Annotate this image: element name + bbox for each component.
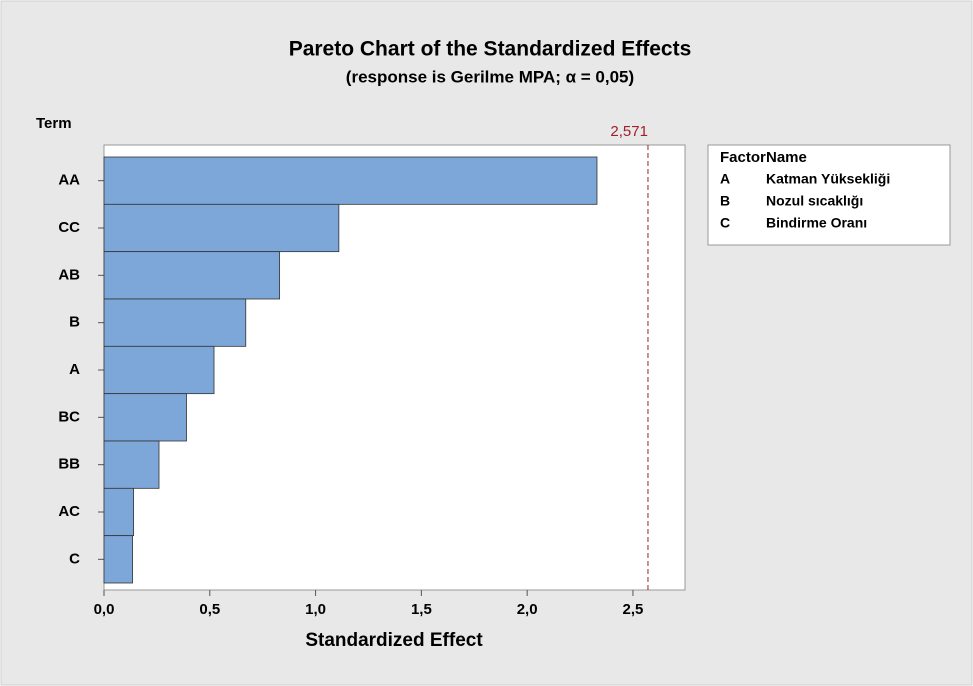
table-cell: A (720, 171, 730, 187)
x-tick-label: 2,5 (623, 601, 644, 618)
y-axis-label: Term (36, 115, 72, 132)
chart-subtitle: (response is Gerilme MPA; α = 0,05) (346, 67, 634, 86)
reference-label: 2,571 (610, 123, 648, 140)
x-tick-label: 0,0 (94, 601, 115, 618)
y-tick-label: BB (58, 456, 80, 473)
y-tick-label: C (69, 550, 80, 567)
y-tick-label: AB (58, 266, 80, 283)
bar (103, 203, 340, 253)
bar (103, 298, 247, 347)
bar (103, 440, 160, 489)
bar (103, 535, 133, 584)
y-tick-label: AA (58, 172, 80, 189)
y-tick-label: A (69, 361, 80, 378)
bar (103, 487, 135, 537)
factor-table (707, 144, 951, 246)
table-cell: C (720, 215, 730, 231)
y-tick-label: AC (58, 503, 80, 520)
x-tick-label: 0,5 (199, 601, 220, 618)
table-cell: B (720, 193, 730, 209)
table-cell: Katman Yüksekliği (766, 171, 890, 187)
x-tick-label: 1,0 (305, 601, 326, 618)
x-axis-label: Standardized Effect (305, 630, 483, 651)
x-tick-label: 2,0 (517, 601, 538, 618)
bar (103, 393, 187, 442)
bar (103, 345, 215, 395)
bar (103, 251, 281, 300)
y-tick-label: B (69, 314, 80, 331)
table-header: Name (766, 149, 807, 166)
y-tick-label: CC (58, 219, 80, 236)
y-tick-label: BC (58, 408, 80, 425)
x-tick-label: 1,5 (411, 601, 432, 618)
table-cell: Nozul sıcaklığı (766, 193, 863, 209)
chart-title: Pareto Chart of the Standardized Effects (289, 38, 692, 61)
table-header: Factor (720, 149, 766, 166)
table-cell: Bindirme Oranı (766, 215, 867, 231)
bar (103, 156, 598, 205)
